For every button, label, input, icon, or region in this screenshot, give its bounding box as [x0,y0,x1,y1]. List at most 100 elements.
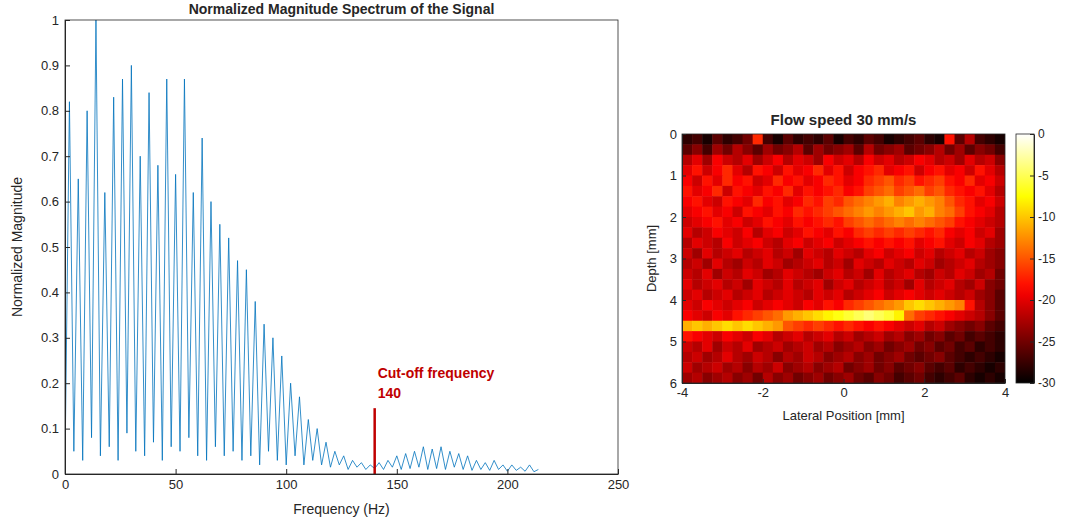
cell [813,269,824,280]
cell [813,331,824,342]
cell [975,373,986,383]
cell [874,342,885,353]
cell [753,300,764,311]
cell [884,321,895,332]
cell [813,362,824,373]
cell [874,186,885,197]
cell [914,269,925,280]
cell [702,362,713,373]
cell [975,342,986,353]
cell [773,259,784,270]
cell [934,352,945,363]
cell [732,196,743,207]
cell [904,362,915,373]
cell [702,248,713,259]
cell [995,196,1005,207]
tick-label: 1 [52,13,59,28]
cell [944,186,955,197]
cell [944,238,955,249]
cell [793,310,804,321]
cell [985,259,996,270]
cell [763,217,774,228]
cell [914,227,925,238]
cell [823,373,834,383]
cell [924,352,935,363]
cell [732,321,743,332]
cell [874,227,885,238]
cell [712,248,723,259]
cell [955,342,966,353]
x-axis-title: Frequency (Hz) [293,501,389,517]
cell [844,321,855,332]
cell [874,362,885,373]
cell [934,342,945,353]
cell [924,269,935,280]
cell [833,352,844,363]
cell [884,217,895,228]
cell [894,269,905,280]
tick-mark [65,202,70,203]
cell [995,144,1005,155]
cell [894,207,905,218]
cell [904,331,915,342]
tick-label: 50 [169,477,183,492]
cell [904,238,915,249]
cell [803,217,814,228]
cell [995,331,1005,342]
cell [722,362,733,373]
cell [894,144,905,155]
cell [884,207,895,218]
tick: 6 [670,376,686,391]
cell [803,134,814,145]
cell [722,310,733,321]
cell [682,176,693,187]
cell [793,269,804,280]
cell [854,362,865,373]
cell [803,352,814,363]
cell [803,310,814,321]
cell [924,196,935,207]
cell [753,362,764,373]
cell [955,186,966,197]
cell [844,248,855,259]
cell [955,300,966,311]
cell [823,279,834,290]
cell [813,155,824,166]
tick-mark [844,379,845,383]
cell [753,259,764,270]
tick-mark [618,469,619,474]
cell [854,269,865,280]
cell [732,144,743,155]
cell [864,155,875,166]
cell [914,342,925,353]
yticks-axis: 00.10.20.30.40.50.60.70.80.91 [41,13,70,482]
cell [743,259,754,270]
cell [874,248,885,259]
cell [823,331,834,342]
tick: 0.9 [41,58,70,73]
cell [985,186,996,197]
cell [965,342,976,353]
tick-label: 0 [840,385,847,400]
cell [844,207,855,218]
cell [773,134,784,145]
tick: 0.3 [41,330,70,345]
cell [854,310,865,321]
cell [965,176,976,187]
tick-label: 4 [1002,385,1009,400]
tick-label: 0.5 [41,240,59,255]
cell [702,259,713,270]
cell [975,310,986,321]
cell [743,342,754,353]
cell [934,176,945,187]
cell [985,248,996,259]
cell [874,310,885,321]
cell [955,352,966,363]
cell [732,227,743,238]
cell [884,342,895,353]
cell [823,227,834,238]
cell [793,144,804,155]
cell [995,176,1005,187]
cell [904,373,915,383]
cell [763,248,774,259]
